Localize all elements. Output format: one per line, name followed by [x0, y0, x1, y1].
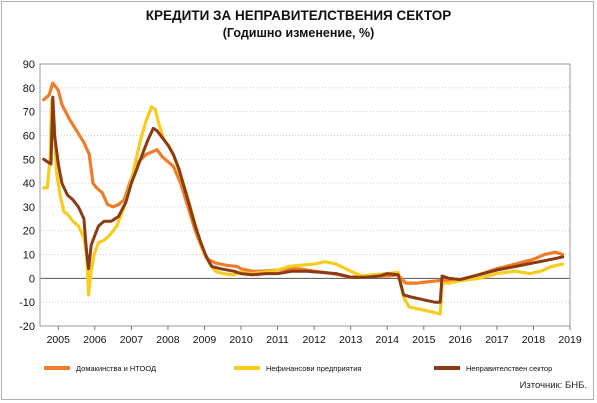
legend-label-households: Домакинства и НТООД — [76, 363, 157, 373]
x-tick-label: 2008 — [156, 334, 180, 346]
x-tick-label: 2007 — [120, 334, 144, 346]
chart-subtitle: (Годишно изменение, %) — [222, 26, 375, 40]
y-tick-label: 80 — [23, 83, 35, 95]
x-tick-label: 2014 — [376, 334, 400, 346]
x-tick-label: 2015 — [412, 334, 436, 346]
legend-label-nongov: Неправителствен сектор — [466, 363, 553, 373]
chart-title: КРЕДИТИ ЗА НЕПРАВИТЕЛСТВЕНИЯ СЕКТОР — [145, 8, 452, 23]
source-note: Източник: БНБ. — [519, 380, 587, 391]
series-lines — [42, 81, 565, 316]
x-tick-label: 2012 — [302, 334, 326, 346]
axes: -20 -10 0 10 20 30 40 50 60 70 80 90 2005 2006 2007 200… — [19, 59, 582, 346]
legend-swatch-households — [44, 366, 70, 370]
legend-item-enterprises: Нефинансови предприятия — [234, 360, 361, 376]
y-tick-label: 60 — [23, 130, 35, 142]
x-tick-label: 2013 — [339, 334, 363, 346]
gridlines — [40, 63, 570, 327]
x-tick-label: 2017 — [485, 334, 509, 346]
y-tick-label: 10 — [23, 250, 35, 262]
x-tick-label: 2016 — [449, 334, 473, 346]
y-tick-label: -10 — [19, 297, 35, 309]
y-tick-label: 90 — [23, 59, 35, 71]
legend-label-enterprises: Нефинансови предприятия — [266, 363, 362, 373]
legend-swatch-nongov — [434, 366, 460, 370]
y-tick-label: -20 — [19, 321, 35, 333]
y-tick-label: 20 — [23, 226, 35, 238]
x-tick-label: 2006 — [83, 334, 107, 346]
y-tick-label: 40 — [23, 178, 35, 190]
x-tick-label: 2005 — [47, 334, 71, 346]
legend-swatch-enterprises — [234, 366, 260, 370]
y-tick-label: 30 — [23, 202, 35, 214]
x-tick-label: 2011 — [266, 334, 289, 346]
legend-item-households: Домакинства и НТООД — [44, 360, 156, 376]
y-tick-label: 70 — [23, 107, 35, 119]
y-tick-label: 50 — [23, 154, 35, 166]
x-tick-label: 2018 — [522, 334, 546, 346]
plot-area — [39, 63, 571, 327]
x-tick-label: 2019 — [558, 334, 582, 346]
legend-item-nongov: Неправителствен сектор — [434, 360, 552, 376]
y-tick-label: 0 — [29, 273, 35, 285]
x-tick-label: 2009 — [193, 334, 217, 346]
series-line-2 — [42, 95, 565, 304]
x-tick-label: 2010 — [229, 334, 253, 346]
